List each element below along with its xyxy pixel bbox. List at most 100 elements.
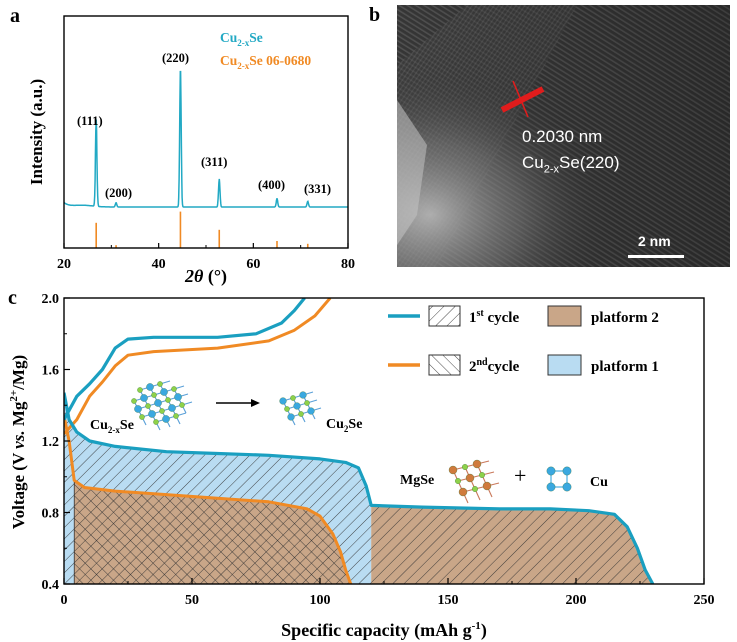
cd-xtick-label: 150 [438, 593, 459, 608]
xrd-xtick-label: 60 [246, 257, 260, 272]
atom [293, 402, 301, 410]
cycle1-hatch-p2 [371, 505, 653, 584]
atom [465, 473, 475, 483]
peak-label-311: (311) [201, 155, 227, 169]
cd-plot-area [64, 298, 655, 584]
atom [290, 395, 296, 401]
crystal-structure-cu2se [279, 391, 322, 426]
xrd-pattern-line [63, 70, 348, 208]
atom [448, 465, 458, 475]
atom [131, 398, 137, 404]
cycle2-charge-line [64, 298, 332, 435]
panel-c-letter: c [8, 287, 17, 309]
atom [165, 397, 171, 403]
atom [546, 466, 556, 476]
atom [279, 397, 287, 405]
peak-label-331: (331) [304, 182, 331, 196]
transformation-arrowhead [251, 399, 260, 407]
xrd-x-ticks: 20 40 60 80 [57, 243, 355, 272]
crystal-structure-mgse [448, 459, 500, 504]
d-spacing-label: 0.2030 nm [522, 127, 603, 146]
atom [159, 408, 165, 414]
atom [137, 387, 143, 393]
atom [168, 404, 176, 412]
cd-xtick-label: 200 [566, 593, 587, 608]
xrd-xtick-label: 80 [341, 257, 355, 272]
xrd-x-axis-label: 2θ (°) [184, 266, 227, 287]
label-plus: + [514, 463, 526, 488]
atom [472, 459, 482, 469]
cd-ytick-label: 0.8 [42, 507, 60, 522]
label-cu2-xse: Cu2-xSe [90, 418, 134, 435]
atom [546, 482, 556, 492]
legend-swatch-platform1 [547, 354, 582, 376]
xrd-axes-frame [63, 15, 349, 249]
atom [173, 413, 179, 419]
legend-label-cycle2: 2ndcycle [469, 357, 520, 375]
atom [134, 405, 142, 413]
atom [307, 407, 315, 415]
atom [153, 419, 159, 425]
label-cu: Cu [590, 475, 608, 490]
scale-bar [628, 255, 684, 258]
xrd-xtick-label: 20 [57, 257, 71, 272]
cycle1-charge-line [64, 298, 306, 421]
panel-a-letter: a [10, 5, 20, 27]
atom [472, 486, 478, 492]
xrd-legend-sample: Cu2-xSe [220, 30, 263, 48]
peak-label-200: (200) [105, 186, 132, 200]
legend-hatch-cycle1 [428, 305, 461, 327]
crystal-structure-cu [546, 466, 572, 492]
cd-legend: 1st cycle platform 2 2ndcycle platform 1 [388, 305, 659, 376]
crystal-structure-cu2-xse [131, 380, 193, 431]
atom [562, 466, 572, 476]
panel-b-letter-outer: b [369, 4, 381, 26]
legend-label-platform2: platform 2 [591, 310, 659, 326]
cd-xtick-label: 100 [310, 593, 331, 608]
hrtem-image: b [397, 5, 730, 267]
atom [482, 481, 492, 491]
atom [160, 388, 168, 396]
atom [162, 415, 170, 423]
legend-swatch-platform2 [547, 305, 582, 327]
atom [145, 403, 151, 409]
peak-label-400: (400) [258, 178, 285, 192]
cd-xtick-label: 0 [61, 593, 68, 608]
xrd-legend-reference: Cu2-xSe 06-0680 [220, 53, 311, 71]
atom [139, 414, 145, 420]
atom [299, 391, 307, 399]
atom [179, 402, 185, 408]
xrd-y-axis-label: Intensity (a.u.) [27, 79, 46, 185]
peak-label-111: (111) [77, 114, 103, 128]
cd-axis-ticks: 0 50 100 150 200 250 0.4 0.8 1.2 1.6 2.0 [42, 292, 715, 608]
panel-c: c 0 50 100 150 200 250 0.4 0.8 1.2 1.6 2.0 Voltage… [8, 287, 715, 641]
cd-ytick-label: 1.2 [42, 435, 60, 450]
cd-ytick-label: 0.4 [42, 578, 60, 593]
legend-label-cycle1: 1st cycle [469, 308, 519, 326]
atom [562, 482, 572, 492]
atom [174, 393, 182, 401]
label-mgse: MgSe [400, 473, 434, 488]
legend-label-platform1: platform 1 [591, 359, 659, 375]
cd-ytick-label: 2.0 [42, 292, 60, 307]
atom [479, 472, 485, 478]
atom [154, 399, 162, 407]
phase-label: Cu2-xSe(220) [522, 153, 620, 176]
cd-ytick-label: 1.6 [42, 364, 60, 379]
legend-hatch-cycle2 [428, 354, 461, 376]
atom [287, 413, 295, 421]
atom [151, 392, 157, 398]
atom [171, 386, 177, 392]
atom [140, 394, 148, 402]
atom [298, 411, 304, 417]
cycle1-discharge-line [64, 392, 655, 584]
panel-a: a 20 40 60 80 Cu2-xSe Cu2-xSe 06-0680 (111)… [10, 5, 355, 287]
atom [455, 478, 461, 484]
cycle2-hatch [74, 480, 351, 584]
atom [304, 400, 310, 406]
xrd-xtick-label: 40 [152, 257, 166, 272]
cd-x-axis-label: Specific capacity (mAh g-1) [281, 620, 487, 641]
cd-xtick-label: 50 [185, 593, 199, 608]
atom [157, 381, 163, 387]
label-cu2se: Cu2Se [326, 417, 362, 434]
